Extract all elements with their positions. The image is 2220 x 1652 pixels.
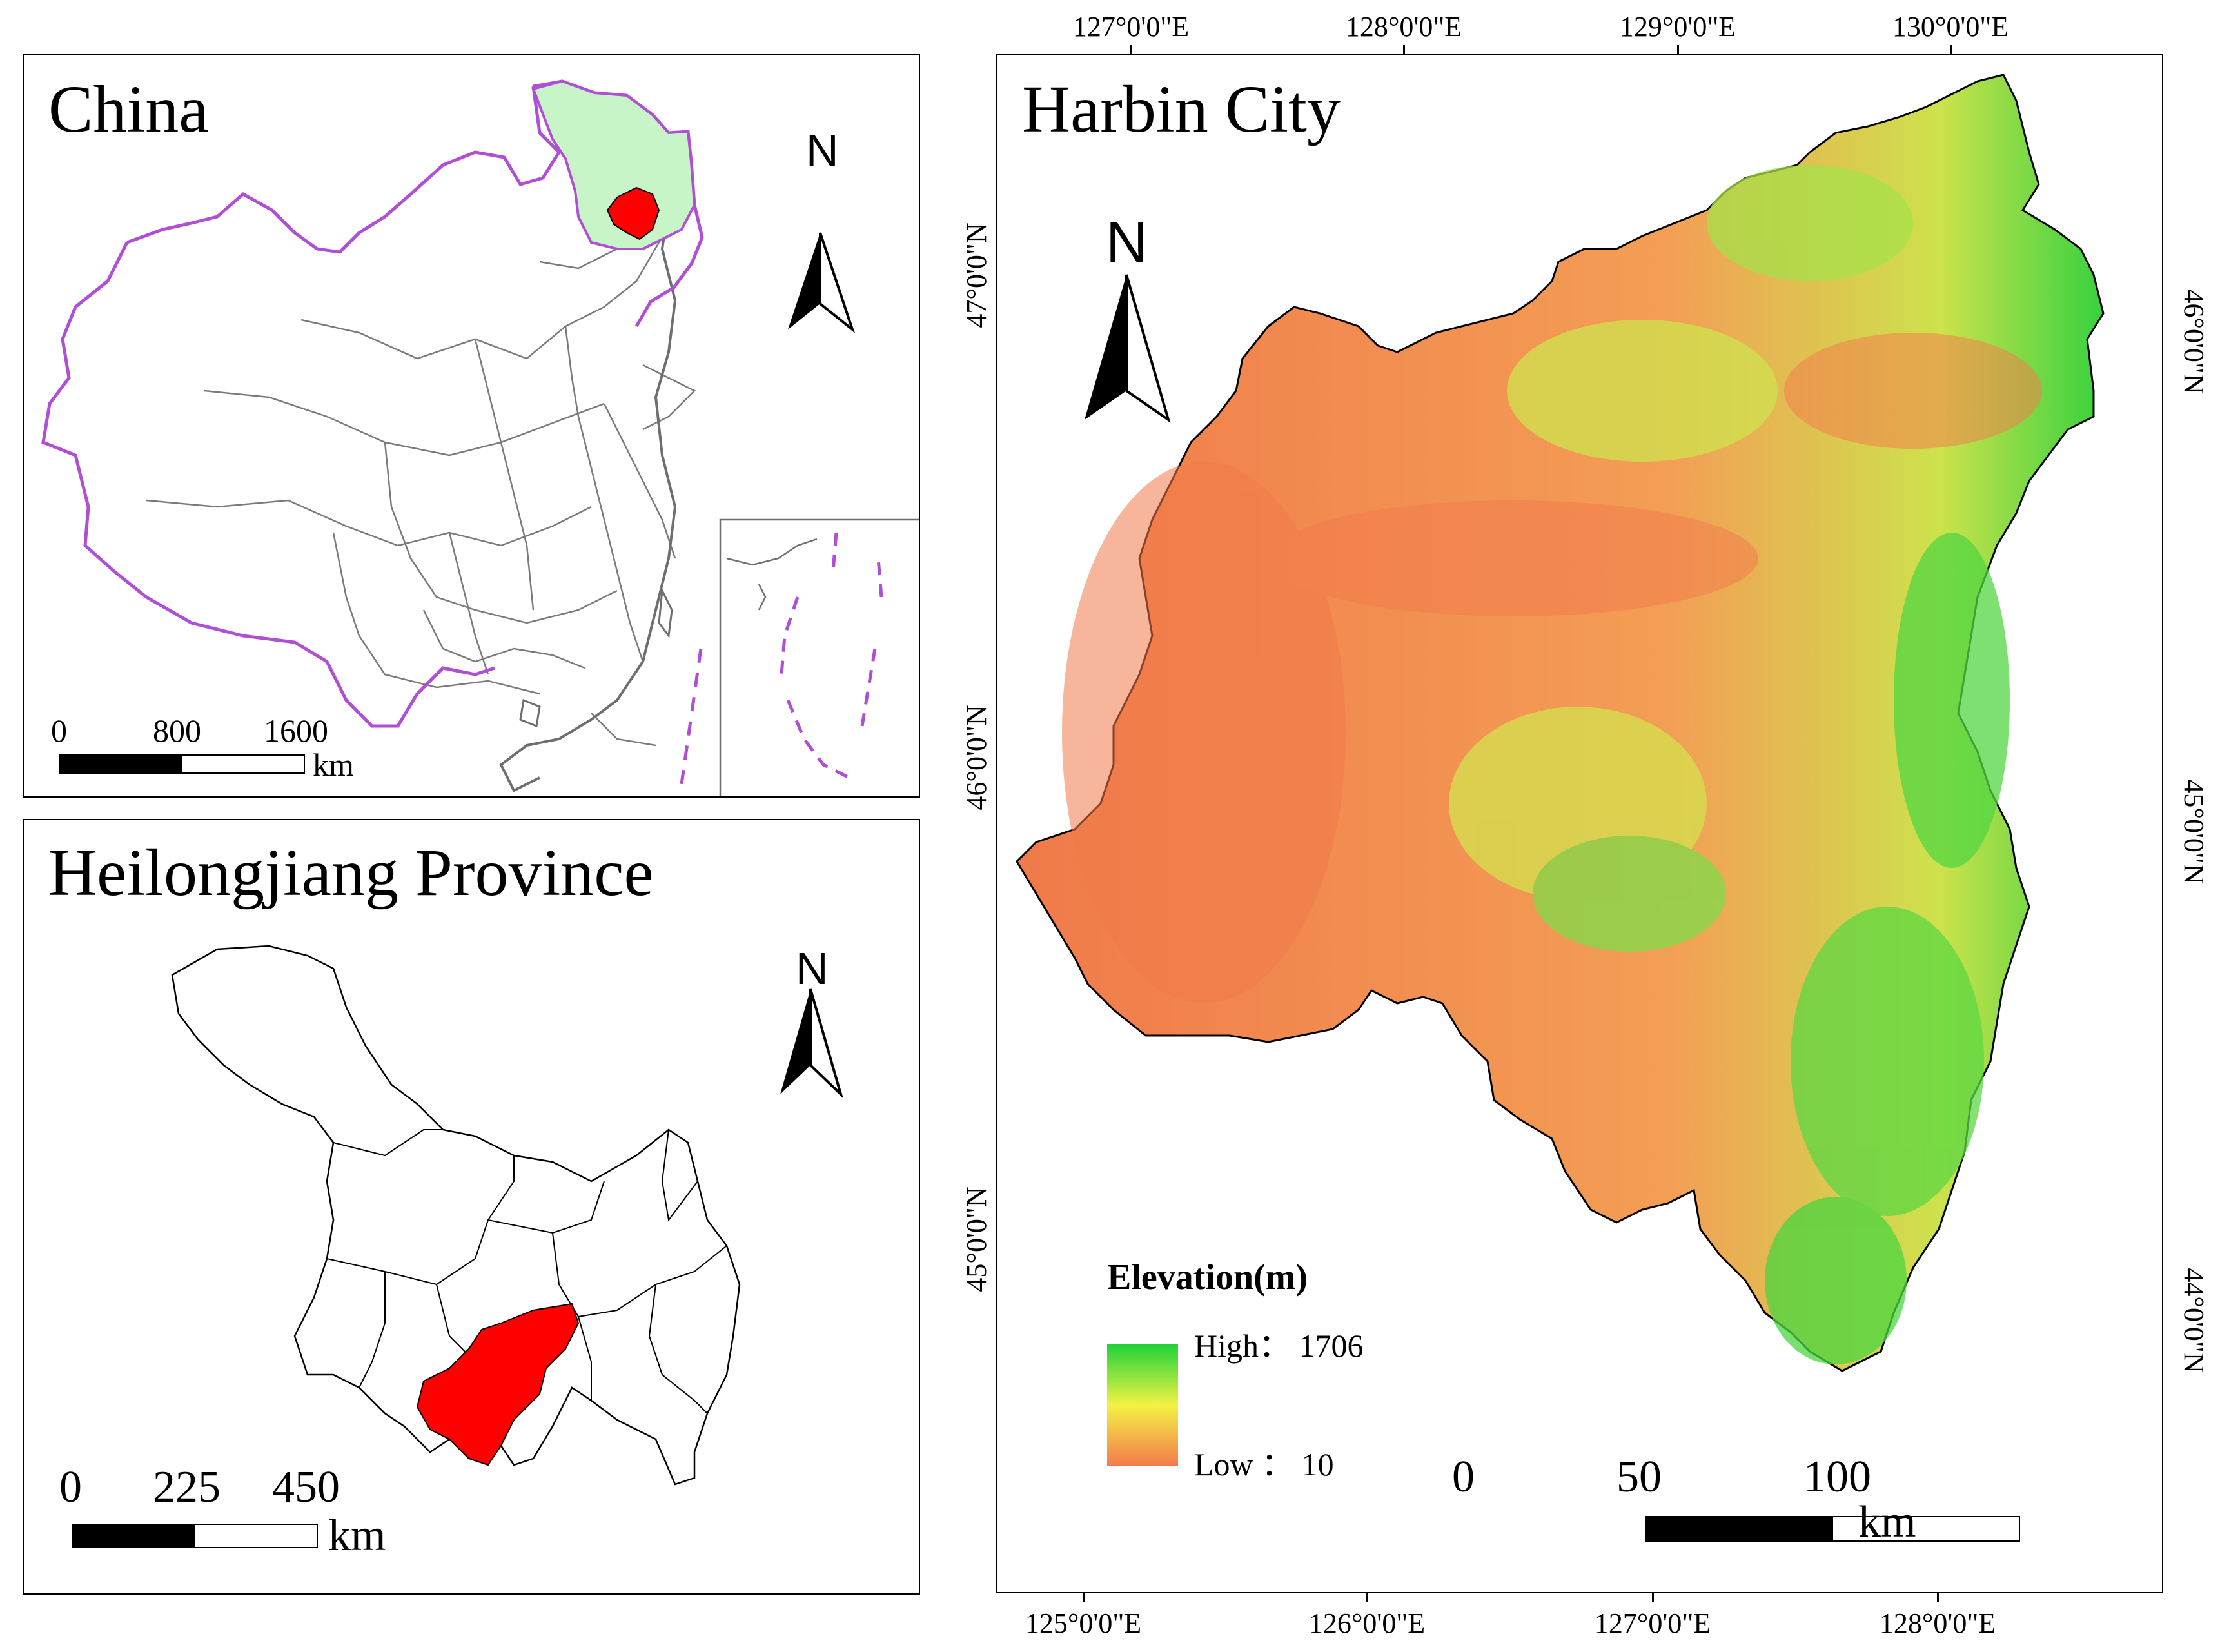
china-coastline xyxy=(499,203,677,792)
heilongjiang-scale-label-1: 225 xyxy=(153,1462,221,1512)
graticule-top-1: 128°0'0"E xyxy=(1345,11,1462,43)
graticule-bottom-2: 127°0'0"E xyxy=(1594,1608,1711,1639)
china-map-svg xyxy=(41,79,919,796)
graticule-right-0: 46°0'0"N xyxy=(2178,289,2210,395)
graticule-bottom-3: 128°0'0"E xyxy=(1879,1608,1996,1639)
china-scale-label-0: 0 xyxy=(51,713,67,749)
tick-bottom-3 xyxy=(1937,1593,1939,1602)
graticule-left-2: 45°0'0"N xyxy=(961,1186,992,1292)
taiwan-outline xyxy=(658,587,673,638)
heilongjiang-scale-bar-light xyxy=(194,1524,318,1548)
heilongjiang-city-boundaries xyxy=(326,1129,727,1414)
harbin-map-title: Harbin City xyxy=(1022,72,1341,146)
china-scale-bar-dark xyxy=(59,754,182,774)
china-scale-label-1: 800 xyxy=(153,713,201,749)
harbin-scale-label-2: 100 xyxy=(1803,1452,1871,1502)
harbin-scale-label-0: 0 xyxy=(1452,1452,1475,1502)
graticule-top-0: 127°0'0"E xyxy=(1072,11,1190,43)
tick-top-2 xyxy=(1677,45,1679,54)
heilongjiang-scale-label-2: 450 xyxy=(272,1462,340,1512)
graticule-right-1: 45°0'0"N xyxy=(2178,779,2210,885)
elevation-legend-low: Low ： 10 xyxy=(1194,1446,1334,1482)
hainan-outline xyxy=(519,698,541,728)
tick-bottom-1 xyxy=(1366,1593,1368,1602)
heilongjiang-scale-label-0: 0 xyxy=(59,1462,82,1512)
tick-top-0 xyxy=(1130,45,1132,54)
province-boundaries xyxy=(146,203,696,747)
graticule-top-3: 130°0'0"E xyxy=(1892,11,2009,43)
harbin-region xyxy=(606,186,660,241)
heilongjiang-north-arrow xyxy=(780,988,843,1099)
highland-areas xyxy=(1449,165,2010,1364)
heilongjiang-scale-bar-dark xyxy=(72,1524,195,1548)
china-north-label: N xyxy=(806,125,839,175)
south-china-sea-inset xyxy=(719,518,919,796)
china-scale-label-2: 1600 xyxy=(264,713,328,749)
tick-top-1 xyxy=(1403,45,1405,54)
harbin-north-label: N xyxy=(1106,210,1148,275)
heilongjiang-map-title: Heilongjiang Province xyxy=(48,836,654,910)
heilongjiang-map-svg xyxy=(72,945,843,1548)
maritime-boundary xyxy=(680,648,703,785)
graticule-left-1: 46°0'0"N xyxy=(961,705,992,811)
harbin-map-panel: Harbin City N Elevation(m) High： 1706 Lo… xyxy=(996,54,2163,1593)
china-map-title: China xyxy=(48,72,209,146)
china-map-panel: China N 0 800 1600 km xyxy=(23,54,920,798)
harbin-north-arrow xyxy=(1085,274,1171,423)
heilongjiang-map-panel: Heilongjiang Province N 0 225 450 km xyxy=(23,819,920,1595)
lowland-areas xyxy=(1062,333,2042,1003)
elevation-legend-high: High： 1706 xyxy=(1194,1328,1364,1364)
harbin-scale-bar-dark xyxy=(1645,1516,1833,1542)
graticule-right-2: 44°0'0"N xyxy=(2178,1268,2210,1373)
heilongjiang-scale-unit: km xyxy=(328,1511,386,1560)
graticule-left-0: 47°0'0"N xyxy=(961,222,992,328)
harbin-map-svg xyxy=(1016,74,2105,1542)
china-north-arrow xyxy=(788,232,856,333)
harbin-scale-unit: km xyxy=(1858,1497,1916,1547)
elevation-legend-ramp xyxy=(1107,1344,1178,1466)
harbin-scale-label-1: 50 xyxy=(1616,1452,1662,1502)
tick-top-3 xyxy=(1950,45,1952,54)
elevation-legend-title: Elevation(m) xyxy=(1107,1257,1308,1297)
heilongjiang-outline xyxy=(171,945,741,1486)
tick-bottom-0 xyxy=(1083,1593,1085,1602)
graticule-bottom-1: 126°0'0"E xyxy=(1308,1608,1426,1639)
graticule-top-2: 129°0'0"E xyxy=(1619,11,1736,43)
china-scale-unit: km xyxy=(313,747,354,783)
tick-bottom-2 xyxy=(1652,1593,1654,1602)
heilongjiang-north-label: N xyxy=(796,943,829,994)
harbin-scale-bar-light xyxy=(1832,1516,2020,1542)
china-scale-bar-light xyxy=(181,754,305,774)
harbin-region xyxy=(416,1303,580,1466)
graticule-bottom-0: 125°0'0"E xyxy=(1025,1608,1142,1639)
